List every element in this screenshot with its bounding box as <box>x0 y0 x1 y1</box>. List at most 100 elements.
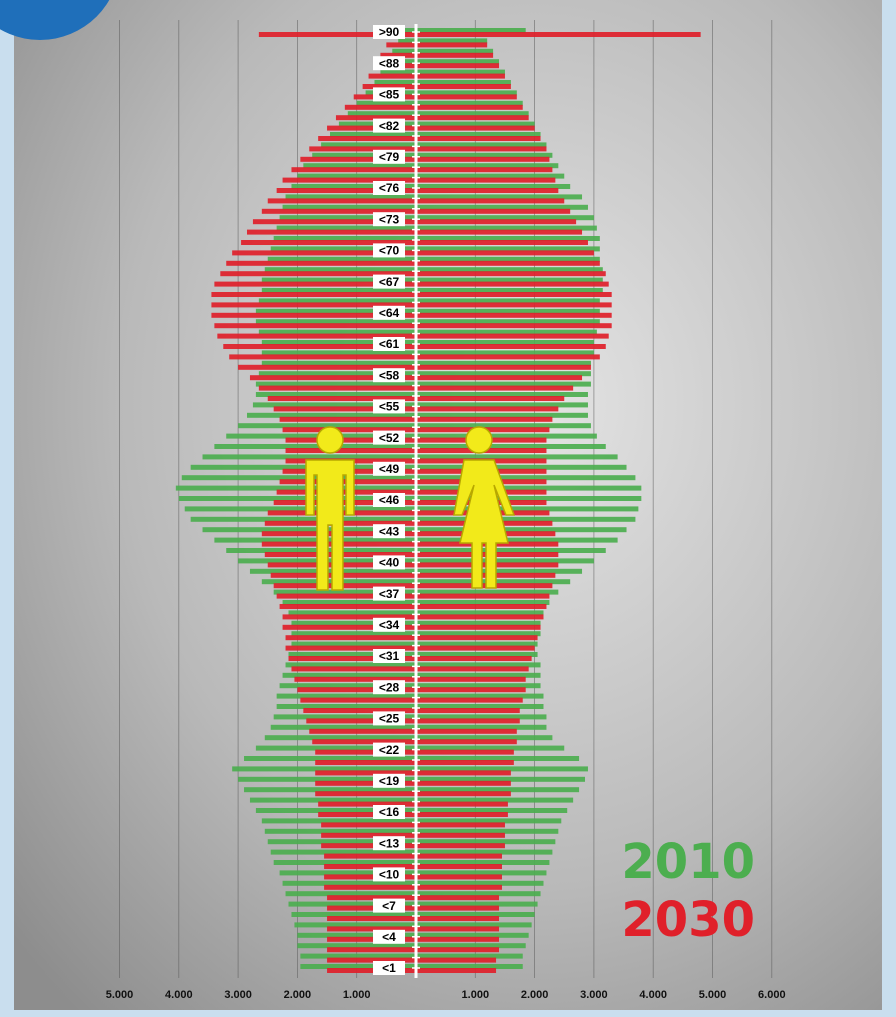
female-bar <box>416 625 541 630</box>
female-bar <box>416 895 499 900</box>
age-label: <88 <box>379 56 400 70</box>
legend-entry: 2010 <box>621 834 755 890</box>
age-label: <28 <box>379 680 400 694</box>
female-bar <box>416 230 582 235</box>
female-bar <box>416 63 499 68</box>
female-bar <box>416 822 505 827</box>
male-bar <box>309 729 416 734</box>
female-bar <box>416 417 552 422</box>
female-bar <box>416 750 514 755</box>
male-bar <box>386 42 416 47</box>
age-label: <13 <box>379 836 400 850</box>
male-bar <box>345 105 416 110</box>
chart: <1<4<7<10<13<16<19<22<25<28<31<34<37<40<… <box>0 0 896 1017</box>
female-bar <box>416 656 532 661</box>
male-bar <box>280 417 416 422</box>
age-label: <85 <box>379 88 400 102</box>
female-bar <box>416 105 523 110</box>
age-label: <25 <box>379 712 400 726</box>
age-label: <7 <box>382 899 396 913</box>
age-label: <1 <box>382 961 396 975</box>
female-bar <box>416 937 499 942</box>
age-label: <64 <box>379 306 400 320</box>
age-label: <79 <box>379 150 400 164</box>
age-label: <37 <box>379 587 400 601</box>
female-bar <box>416 781 511 786</box>
female-bar <box>416 42 487 47</box>
male-bar <box>211 292 416 297</box>
female-bar <box>416 635 538 640</box>
age-label: <82 <box>379 119 400 133</box>
age-label: <19 <box>379 774 400 788</box>
female-bar <box>416 677 526 682</box>
male-bar <box>286 635 416 640</box>
female-bar <box>416 708 520 713</box>
female-bar <box>416 188 558 193</box>
male-bar <box>259 386 416 391</box>
male-bar <box>318 136 416 141</box>
female-bar <box>416 614 543 619</box>
female-bar <box>416 375 582 380</box>
female-bar <box>416 323 612 328</box>
female-bar <box>416 968 496 973</box>
female-bar <box>416 261 600 266</box>
female-bar <box>416 282 609 287</box>
female-bar <box>416 334 609 339</box>
female-bar <box>416 854 502 859</box>
male-bar <box>247 230 416 235</box>
x-tick-label: 5.000 <box>699 989 727 1001</box>
age-label: <22 <box>379 743 400 757</box>
female-bar <box>416 729 517 734</box>
female-bar <box>416 250 594 255</box>
male-bar <box>315 760 416 765</box>
female-bar <box>416 84 511 89</box>
male-bar <box>321 822 416 827</box>
age-label: <43 <box>379 524 400 538</box>
age-label: >90 <box>379 25 400 39</box>
female-bar <box>416 666 529 671</box>
female-bar <box>416 94 517 99</box>
age-label: <58 <box>379 368 400 382</box>
x-tick-label: 2.000 <box>284 989 312 1001</box>
female-bar <box>416 802 508 807</box>
female-bar <box>416 126 535 131</box>
female-bar <box>416 313 612 318</box>
x-tick-label: 1.000 <box>343 989 371 1001</box>
female-bar <box>416 115 529 120</box>
male-bar <box>291 167 416 172</box>
x-tick-label: 4.000 <box>165 989 193 1001</box>
legend-entry: 2030 <box>621 892 755 948</box>
female-bar <box>416 167 552 172</box>
female-bar <box>416 271 606 276</box>
male-bar <box>324 885 416 890</box>
female-bar <box>416 718 520 723</box>
age-label: <31 <box>379 649 400 663</box>
female-bar <box>416 812 508 817</box>
female-bar <box>416 926 499 931</box>
female-bar <box>416 146 546 151</box>
female-bar <box>416 646 535 651</box>
female-bar <box>416 594 549 599</box>
x-tick-label: 6.000 <box>758 989 786 1001</box>
male-bar <box>327 947 416 952</box>
female-bar <box>416 136 541 141</box>
female-bar <box>416 583 552 588</box>
age-label: <34 <box>379 618 400 632</box>
female-bar <box>416 240 588 245</box>
female-bar <box>416 198 564 203</box>
female-bar <box>416 687 526 692</box>
female-bar <box>416 958 496 963</box>
x-tick-label: 1.000 <box>462 989 490 1001</box>
female-bar <box>416 32 701 37</box>
male-bar <box>327 916 416 921</box>
age-label: <76 <box>379 181 400 195</box>
x-tick-label: 3.000 <box>580 989 608 1001</box>
x-tick-label: 5.000 <box>106 989 134 1001</box>
female-bar <box>416 354 600 359</box>
age-label: <52 <box>379 431 400 445</box>
age-label: <55 <box>379 400 400 414</box>
male-bar <box>324 854 416 859</box>
female-bar <box>416 365 591 370</box>
x-tick-label: 4.000 <box>639 989 667 1001</box>
x-tick-label: 3.000 <box>224 989 252 1001</box>
